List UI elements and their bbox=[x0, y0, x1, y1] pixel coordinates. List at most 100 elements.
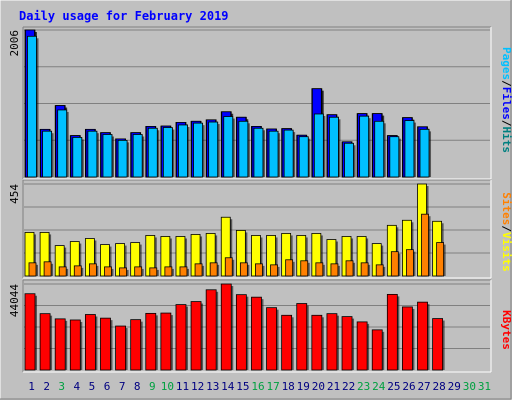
x-tick-label: 5 bbox=[89, 380, 96, 393]
legend-item-kbytes: KBytes bbox=[500, 310, 512, 350]
bar-pages bbox=[329, 116, 339, 178]
bar-sites bbox=[345, 260, 354, 277]
x-tick-label: 15 bbox=[236, 380, 249, 393]
y-max-label: 2006 bbox=[8, 30, 21, 57]
bar-pages bbox=[72, 137, 83, 178]
x-tick-label: 25 bbox=[387, 380, 400, 393]
bar-sites bbox=[315, 262, 324, 277]
bar-sites bbox=[436, 242, 445, 277]
bar-sites bbox=[375, 264, 384, 277]
bar-sites bbox=[164, 266, 173, 277]
bar-pages bbox=[87, 130, 98, 178]
x-tick-label: 3 bbox=[58, 380, 65, 393]
bar-pages bbox=[117, 139, 128, 178]
bar-kbytes bbox=[311, 314, 323, 371]
x-tick-label: 6 bbox=[104, 380, 111, 393]
bar-sites bbox=[255, 263, 263, 277]
bar-kbytes bbox=[160, 312, 172, 371]
x-tick-label: 20 bbox=[312, 380, 325, 393]
bar-pages bbox=[208, 121, 219, 178]
bar-kbytes bbox=[235, 294, 247, 371]
bar-kbytes bbox=[175, 304, 187, 371]
x-tick-label: 7 bbox=[119, 380, 126, 393]
x-tick-label: 24 bbox=[372, 380, 386, 393]
bar-sites bbox=[43, 261, 52, 277]
x-tick-label: 17 bbox=[266, 380, 279, 393]
x-tick-label: 27 bbox=[417, 380, 430, 393]
bar-sites bbox=[73, 265, 82, 277]
x-tick-label: 19 bbox=[297, 380, 310, 393]
bar-pages bbox=[313, 113, 324, 178]
bar-kbytes bbox=[24, 293, 36, 371]
bar-pages bbox=[193, 122, 203, 178]
bar-pages bbox=[42, 130, 52, 178]
panel-visits-sites: 454 Sites/Visits bbox=[8, 179, 512, 279]
bar-pages bbox=[404, 120, 415, 178]
bar-pages bbox=[162, 127, 173, 178]
legend-item-hits: Hits bbox=[500, 127, 512, 154]
bar-sites bbox=[104, 266, 112, 277]
x-tick-label: 8 bbox=[134, 380, 141, 393]
x-tick-label: 4 bbox=[74, 380, 81, 393]
bar-kbytes bbox=[432, 318, 444, 371]
bar-sites bbox=[119, 267, 127, 277]
bar-pages bbox=[238, 120, 249, 178]
x-tick-label: 31 bbox=[478, 380, 491, 393]
bar-kbytes bbox=[130, 319, 142, 371]
bar-kbytes bbox=[100, 317, 111, 371]
x-tick-label: 12 bbox=[191, 380, 204, 393]
bar-kbytes bbox=[39, 313, 51, 371]
x-tick-label: 1 bbox=[28, 380, 35, 393]
bar-sites bbox=[390, 251, 399, 277]
bar-kbytes bbox=[341, 316, 353, 371]
bar-pages bbox=[27, 35, 37, 178]
bar-sites bbox=[149, 267, 158, 277]
bar-sites bbox=[224, 257, 233, 277]
y-max-label: 44044 bbox=[8, 284, 21, 317]
legend-separator: / bbox=[500, 225, 512, 232]
bar-sites bbox=[421, 213, 429, 277]
panel-kbytes: 44044 KBytes bbox=[8, 279, 512, 373]
bar-pages bbox=[359, 115, 370, 178]
bar-kbytes bbox=[145, 312, 157, 371]
x-tick-label: 22 bbox=[342, 380, 355, 393]
bar-sites bbox=[330, 263, 339, 277]
bar-kbytes bbox=[251, 296, 262, 371]
legend-item-pages: Pages bbox=[500, 47, 512, 80]
x-tick-label: 14 bbox=[221, 380, 235, 393]
bar-pages bbox=[102, 134, 113, 178]
bar-kbytes bbox=[220, 283, 232, 371]
bar-pages bbox=[344, 142, 354, 178]
bar-sites bbox=[134, 266, 143, 277]
x-tick-label: 26 bbox=[402, 380, 415, 393]
bar-sites bbox=[58, 266, 67, 277]
x-tick-label: 11 bbox=[176, 380, 189, 393]
chart-title: Daily usage for February 2019 bbox=[19, 9, 229, 23]
bar-pages bbox=[389, 136, 400, 178]
bar-kbytes bbox=[84, 314, 96, 371]
bar-sites bbox=[285, 259, 294, 277]
bar-sites bbox=[179, 266, 188, 277]
bar-kbytes bbox=[356, 321, 368, 371]
bars bbox=[24, 283, 445, 371]
legend-item-sites: Sites bbox=[500, 192, 512, 225]
bar-sites bbox=[239, 262, 248, 277]
legend-hits-files-pages: Pages/Files/Hits bbox=[500, 47, 512, 153]
bar-sites bbox=[209, 262, 218, 277]
legend-visits-sites: Sites/Visits bbox=[500, 192, 512, 272]
panel-hits-files-pages: 2006 Pages/Files/Hits bbox=[8, 26, 512, 180]
x-tick-label: 29 bbox=[448, 380, 461, 393]
bar-sites bbox=[360, 262, 369, 277]
bar-sites bbox=[406, 249, 414, 277]
bar-sites bbox=[194, 263, 203, 277]
bar-kbytes bbox=[205, 289, 217, 371]
bar-kbytes bbox=[190, 301, 202, 371]
bar-sites bbox=[88, 263, 97, 277]
bar-kbytes bbox=[326, 313, 338, 371]
bar-pages bbox=[298, 136, 309, 178]
x-axis-labels: 1 2 3 4 5 6 7 8 9 10 11 12 13 14 15 16 17 18 19 20 21 22 23 24 2… bbox=[28, 380, 491, 393]
bar-pages bbox=[419, 128, 430, 178]
bar-kbytes bbox=[69, 319, 81, 371]
